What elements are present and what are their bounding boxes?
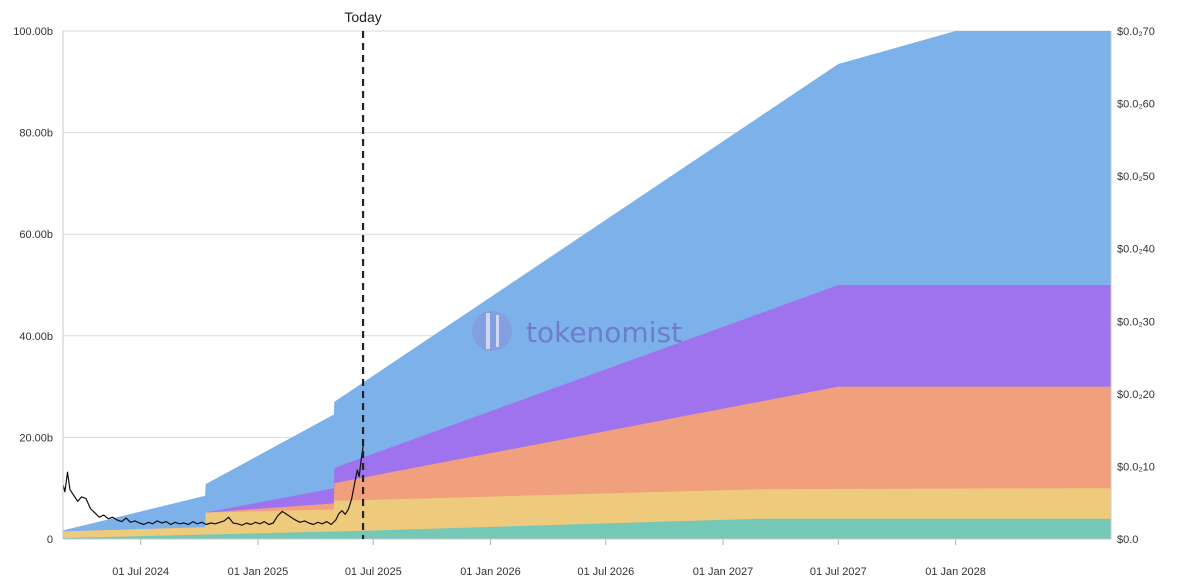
y-right-tick-label: $0.0₂20 xyxy=(1117,389,1155,401)
today-label: Today xyxy=(344,9,381,25)
price-line xyxy=(62,446,364,526)
x-tick-label: 01 Jul 2027 xyxy=(810,566,867,578)
y-right-tick-label: $0.0₂10 xyxy=(1117,461,1155,473)
allocation-areas xyxy=(63,31,1111,539)
x-tick-label: 01 Jul 2026 xyxy=(577,566,634,578)
y-right-tick-label: $0.0₂50 xyxy=(1117,171,1155,183)
today-marker: Today xyxy=(344,9,382,539)
watermark: tokenomist xyxy=(472,311,682,351)
watermark-logo-icon xyxy=(472,311,512,351)
y-right-tick-label: $0.0 xyxy=(1117,534,1138,546)
y-right-tick-label: $0.0₂70 xyxy=(1117,26,1155,38)
x-tick-label: 01 Jan 2027 xyxy=(693,566,754,578)
y-left-tick-label: 100.00b xyxy=(13,26,53,38)
y-right-tick-label: $0.0₂30 xyxy=(1117,316,1155,328)
x-tick-label: 01 Jan 2025 xyxy=(228,566,289,578)
x-tick-label: 01 Jan 2026 xyxy=(460,566,521,578)
area-series xyxy=(63,518,1111,539)
y-left-tick-label: 40.00b xyxy=(19,331,53,343)
axes: 0 20.00b 40.00b 60.00b 80.00b 100.00b $0.0 $0.0… xyxy=(13,26,1155,578)
x-tick-label: 01 Jan 2028 xyxy=(925,566,986,578)
y-right-tick-label: $0.0₂40 xyxy=(1117,244,1155,256)
x-tick-label: 01 Jul 2024 xyxy=(112,566,169,578)
y-left-tick-label: 60.00b xyxy=(19,229,53,241)
y-left-tick-label: 0 xyxy=(47,534,53,546)
price-series-line xyxy=(62,446,364,526)
x-tick-label: 01 Jul 2025 xyxy=(345,566,402,578)
watermark-text: tokenomist xyxy=(526,316,682,349)
y-right-tick-label: $0.0₂60 xyxy=(1117,99,1155,111)
y-left-tick-label: 80.00b xyxy=(19,128,53,140)
y-left-tick-label: 20.00b xyxy=(19,432,53,444)
